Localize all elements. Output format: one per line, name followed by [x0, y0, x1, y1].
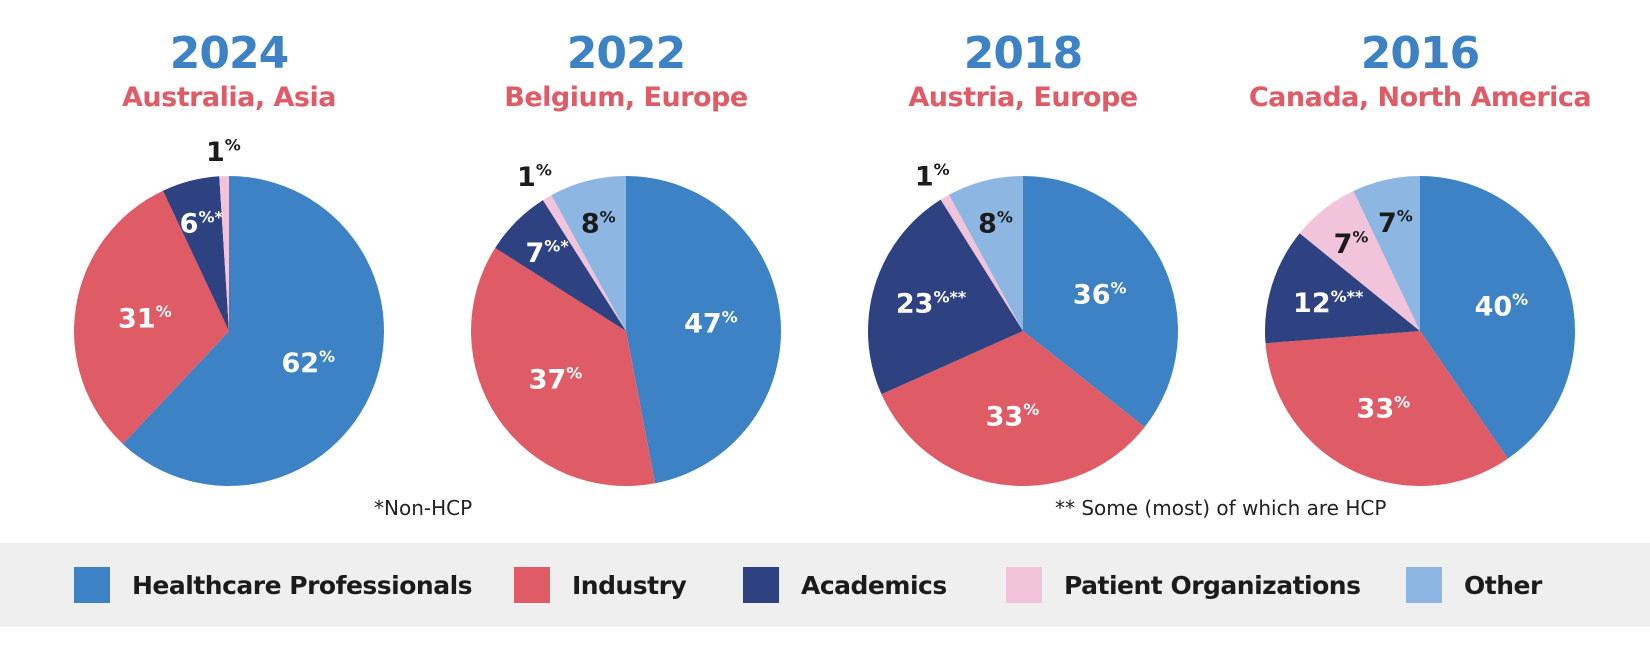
chart-subtitle: Canada, North America: [1248, 82, 1592, 113]
legend-label: Academics: [801, 570, 947, 600]
footnote-non-hcp: *Non-HCP: [374, 496, 473, 520]
pie-chart-2016: 2016 Canada, North America 40% 33% 12%** 7%…: [1220, 0, 1620, 500]
pie-slice-healthcare-professionals: [1420, 176, 1575, 459]
chart-title: 2022: [566, 28, 686, 79]
data-label-academics: 6%*: [180, 207, 224, 239]
pie-chart-2022: 2022 Belgium, Europe 47% 37% 7%* 1% 8%: [426, 0, 826, 500]
legend-swatch: [74, 567, 110, 603]
data-label-other: 7%: [1378, 207, 1413, 239]
data-label-industry: 37%: [529, 363, 583, 395]
legend-label: Healthcare Professionals: [132, 570, 473, 600]
chart-title: 2016: [1360, 28, 1480, 79]
legend: Healthcare Professionals Industry Academ…: [0, 543, 1650, 627]
pie-slice-academics: [868, 199, 1023, 395]
pie-slice-healthcare-professionals: [1023, 176, 1178, 428]
legend-label: Other: [1464, 570, 1542, 600]
legend-item-industry: Industry: [514, 565, 687, 605]
data-label-industry: 31%: [118, 302, 172, 334]
pie-slice-academics: [1265, 233, 1420, 344]
pie-slice-healthcare-professionals: [122, 176, 384, 486]
pie-slice-other: [949, 176, 1023, 331]
pie-slice-patient-organizations: [1299, 191, 1420, 331]
data-label-other: 8%: [581, 207, 616, 239]
pie-chart-2024: 2024 Australia, Asia 62% 31% 6%* 1%: [29, 0, 429, 500]
data-label-academics: 12%**: [1293, 287, 1364, 319]
legend-swatch: [1006, 567, 1042, 603]
pie-slice-patient-organizations: [219, 176, 229, 331]
data-label-industry: 33%: [1357, 392, 1411, 424]
chart-title: 2024: [169, 28, 289, 79]
pie-slice-other: [551, 176, 626, 331]
data-label-healthcare-professionals: 47%: [684, 307, 738, 339]
data-label-industry: 33%: [986, 400, 1040, 432]
footnote-hcp: ** Some (most) of which are HCP: [1055, 496, 1387, 520]
legend-item-patient-organizations: Patient Organizations: [1006, 565, 1361, 605]
pie-slice-healthcare-professionals: [626, 176, 781, 484]
data-label-academics: 23%**: [896, 287, 967, 319]
pie-chart-2018: 2018 Austria, Europe 36% 33% 23%** 1% 8%: [823, 0, 1223, 500]
legend-swatch: [1406, 567, 1442, 603]
data-label-healthcare-professionals: 62%: [281, 347, 335, 379]
pie-slice-other: [1353, 176, 1420, 331]
chart-title: 2018: [963, 28, 1083, 79]
data-label-other: 8%: [978, 207, 1013, 239]
data-label-patient-organizations: 1%: [915, 160, 950, 192]
pie-slice-academics: [163, 176, 229, 331]
legend-item-academics: Academics: [743, 565, 947, 605]
legend-swatch: [514, 567, 550, 603]
legend-label: Industry: [572, 570, 687, 600]
legend-item-other: Other: [1406, 565, 1542, 605]
pie-slice-industry: [73, 190, 229, 444]
pie-slice-industry: [1265, 331, 1508, 486]
chart-subtitle: Austria, Europe: [908, 82, 1138, 113]
pie-svg: 62% 31% 6%* 1%: [73, 136, 384, 486]
legend-item-healthcare-professionals: Healthcare Professionals: [74, 565, 473, 605]
data-label-academics: 7%*: [525, 237, 569, 269]
pie-slice-industry: [471, 247, 656, 486]
chart-subtitle: Australia, Asia: [122, 82, 336, 113]
pie-slice-academics: [495, 200, 626, 331]
legend-label: Patient Organizations: [1064, 570, 1361, 600]
pie-svg: 47% 37% 7%* 1% 8%: [471, 161, 781, 486]
pie-svg: 36% 33% 23%** 1% 8%: [868, 160, 1178, 486]
pie-svg: 40% 33% 12%** 7% 7%: [1265, 176, 1575, 486]
legend-swatch: [743, 567, 779, 603]
pie-slice-patient-organizations: [940, 194, 1023, 331]
data-label-healthcare-professionals: 36%: [1073, 278, 1127, 310]
chart-subtitle: Belgium, Europe: [504, 82, 748, 113]
pie-slice-industry: [881, 331, 1145, 486]
data-label-patient-organizations: 1%: [517, 161, 552, 193]
data-label-patient-organizations: 7%: [1334, 228, 1369, 260]
pie-slice-patient-organizations: [542, 195, 626, 331]
data-label-healthcare-professionals: 40%: [1475, 290, 1529, 322]
data-label-patient-organizations: 1%: [206, 136, 241, 168]
